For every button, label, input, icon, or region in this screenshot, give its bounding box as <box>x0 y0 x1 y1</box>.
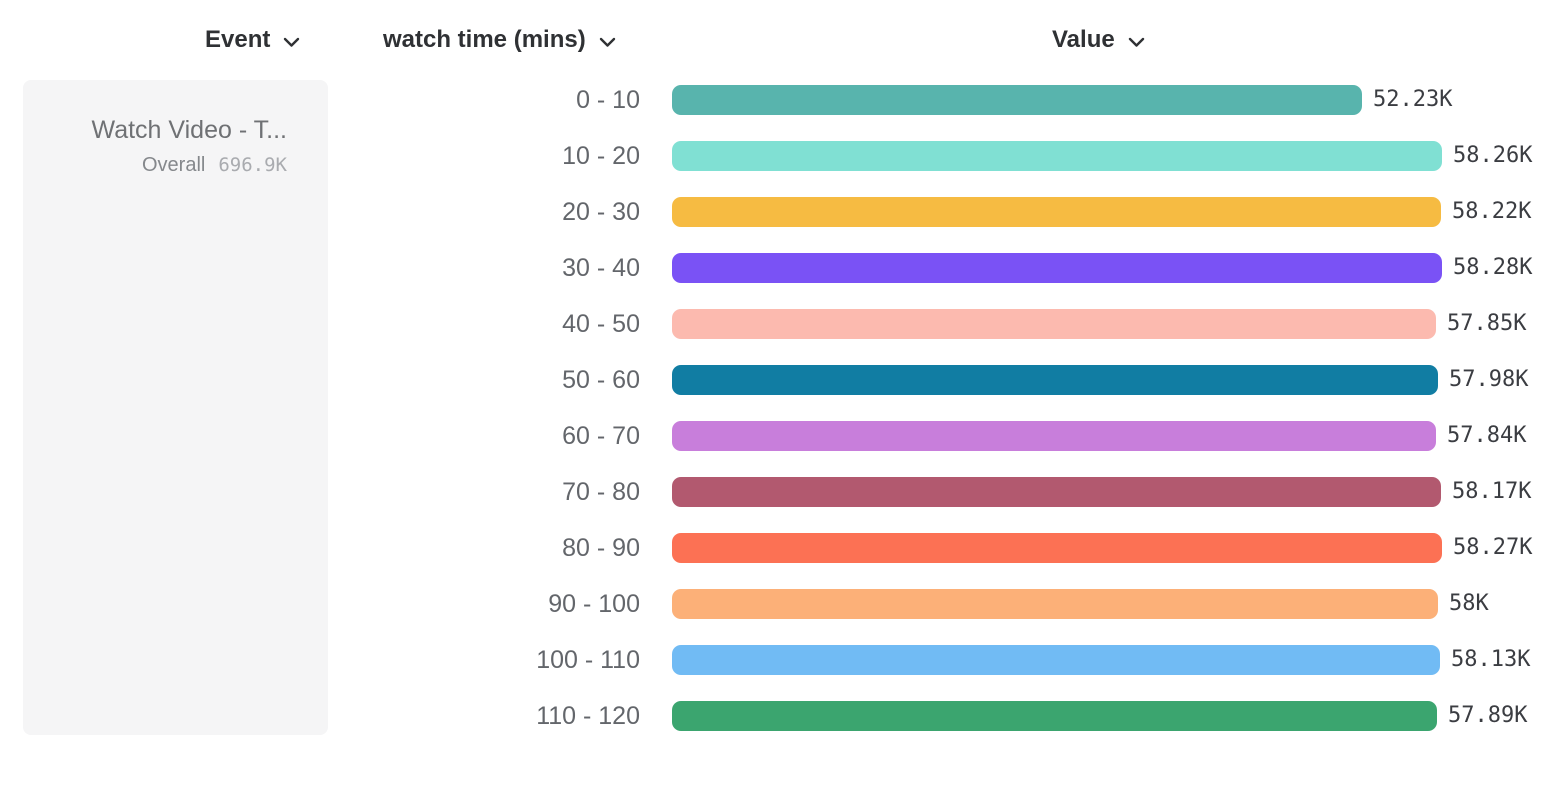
category-label: 70 - 80 <box>562 478 640 506</box>
bar-segment[interactable] <box>672 645 1440 675</box>
bar-segment[interactable] <box>672 365 1438 395</box>
bar-segment[interactable] <box>672 477 1441 507</box>
value-label: 58.13K <box>1451 647 1531 672</box>
category-label: 30 - 40 <box>562 254 640 282</box>
category-label: 40 - 50 <box>562 310 640 338</box>
event-card-content: Watch Video - T... Overall 696.9K <box>92 117 287 176</box>
event-column-label: Event <box>205 26 271 53</box>
value-label: 58.28K <box>1453 255 1533 280</box>
value-label: 58.17K <box>1452 479 1532 504</box>
bar-segment[interactable] <box>672 141 1442 171</box>
watch-time-column-label: watch time (mins) <box>383 26 586 53</box>
event-card-title: Watch Video - T... <box>91 116 287 144</box>
bar-segment[interactable] <box>672 701 1437 731</box>
chevron-down-icon <box>599 37 615 47</box>
category-label: 50 - 60 <box>562 366 640 394</box>
value-label: 58K <box>1449 591 1489 616</box>
value-label: 57.84K <box>1447 423 1527 448</box>
value-label: 58.27K <box>1453 535 1533 560</box>
bar-segment[interactable] <box>672 533 1442 563</box>
watch-time-column-dropdown[interactable]: watch time (mins) <box>383 26 616 54</box>
bar-segment[interactable] <box>672 253 1442 283</box>
chevron-down-icon <box>1128 37 1144 47</box>
category-label: 90 - 100 <box>548 590 640 618</box>
value-label: 58.22K <box>1452 199 1532 224</box>
category-label: 0 - 10 <box>576 86 640 114</box>
event-column-dropdown[interactable]: Event <box>205 26 300 54</box>
value-label: 52.23K <box>1373 87 1453 112</box>
chevron-down-icon <box>284 37 300 47</box>
category-label: 110 - 120 <box>536 702 640 730</box>
value-label: 57.98K <box>1449 367 1529 392</box>
value-label: 58.26K <box>1453 143 1533 168</box>
overall-label: Overall <box>142 154 206 176</box>
bar-segment[interactable] <box>672 421 1436 451</box>
category-label: 60 - 70 <box>562 422 640 450</box>
category-label: 100 - 110 <box>536 646 640 674</box>
category-label: 10 - 20 <box>562 142 640 170</box>
event-card[interactable]: Watch Video - T... Overall 696.9K <box>23 80 328 735</box>
category-label: 20 - 30 <box>562 198 640 226</box>
value-label: 57.89K <box>1448 703 1528 728</box>
category-label: 80 - 90 <box>562 534 640 562</box>
value-label: 57.85K <box>1447 311 1527 336</box>
value-column-dropdown[interactable]: Value <box>1052 26 1145 54</box>
bar-segment[interactable] <box>672 589 1438 619</box>
overall-value: 696.9K <box>218 154 287 176</box>
value-column-label: Value <box>1052 26 1115 53</box>
bar-segment[interactable] <box>672 197 1441 227</box>
bar-segment[interactable] <box>672 309 1436 339</box>
bar-segment[interactable] <box>672 85 1362 115</box>
event-card-overall-row: Overall 696.9K <box>92 154 287 176</box>
